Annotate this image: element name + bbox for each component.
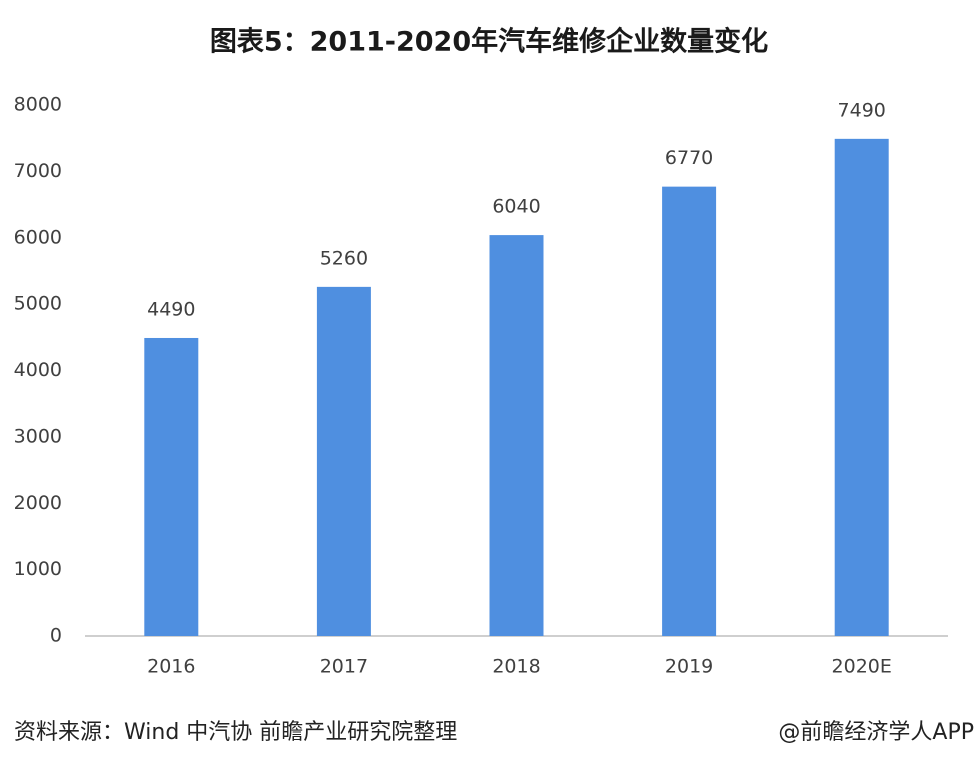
- y-tick-label: 5000: [14, 293, 62, 315]
- x-tick-label: 2020E: [832, 656, 892, 678]
- chart-title: 图表5：2011-2020年汽车维修企业数量变化: [210, 26, 768, 58]
- y-tick-label: 7000: [14, 160, 62, 182]
- value-label: 7490: [838, 99, 886, 121]
- y-tick-label: 2000: [14, 492, 62, 514]
- bar: [662, 186, 717, 637]
- value-label: 6040: [492, 196, 540, 218]
- source-note: 资料来源：Wind 中汽协 前瞻产业研究院整理: [14, 720, 457, 745]
- x-tick-label: 2017: [320, 656, 368, 678]
- y-tick-label: 1000: [14, 558, 62, 580]
- value-label: 6770: [665, 147, 713, 169]
- x-tick-label: 2018: [492, 656, 540, 678]
- value-label: 4490: [147, 298, 195, 320]
- y-tick-label: 4000: [14, 359, 62, 381]
- x-tick-label: 2019: [665, 656, 713, 678]
- bar: [489, 235, 544, 636]
- value-label: 5260: [320, 247, 368, 269]
- x-tick-label: 2016: [147, 656, 195, 678]
- y-tick-label: 0: [50, 625, 62, 647]
- y-tick-label: 6000: [14, 226, 62, 248]
- bar: [834, 138, 889, 636]
- bar: [144, 337, 199, 636]
- y-tick-label: 8000: [14, 94, 62, 116]
- y-tick-label: 3000: [14, 425, 62, 447]
- credit: @前瞻经济学人APP: [778, 720, 974, 745]
- bar: [316, 286, 371, 636]
